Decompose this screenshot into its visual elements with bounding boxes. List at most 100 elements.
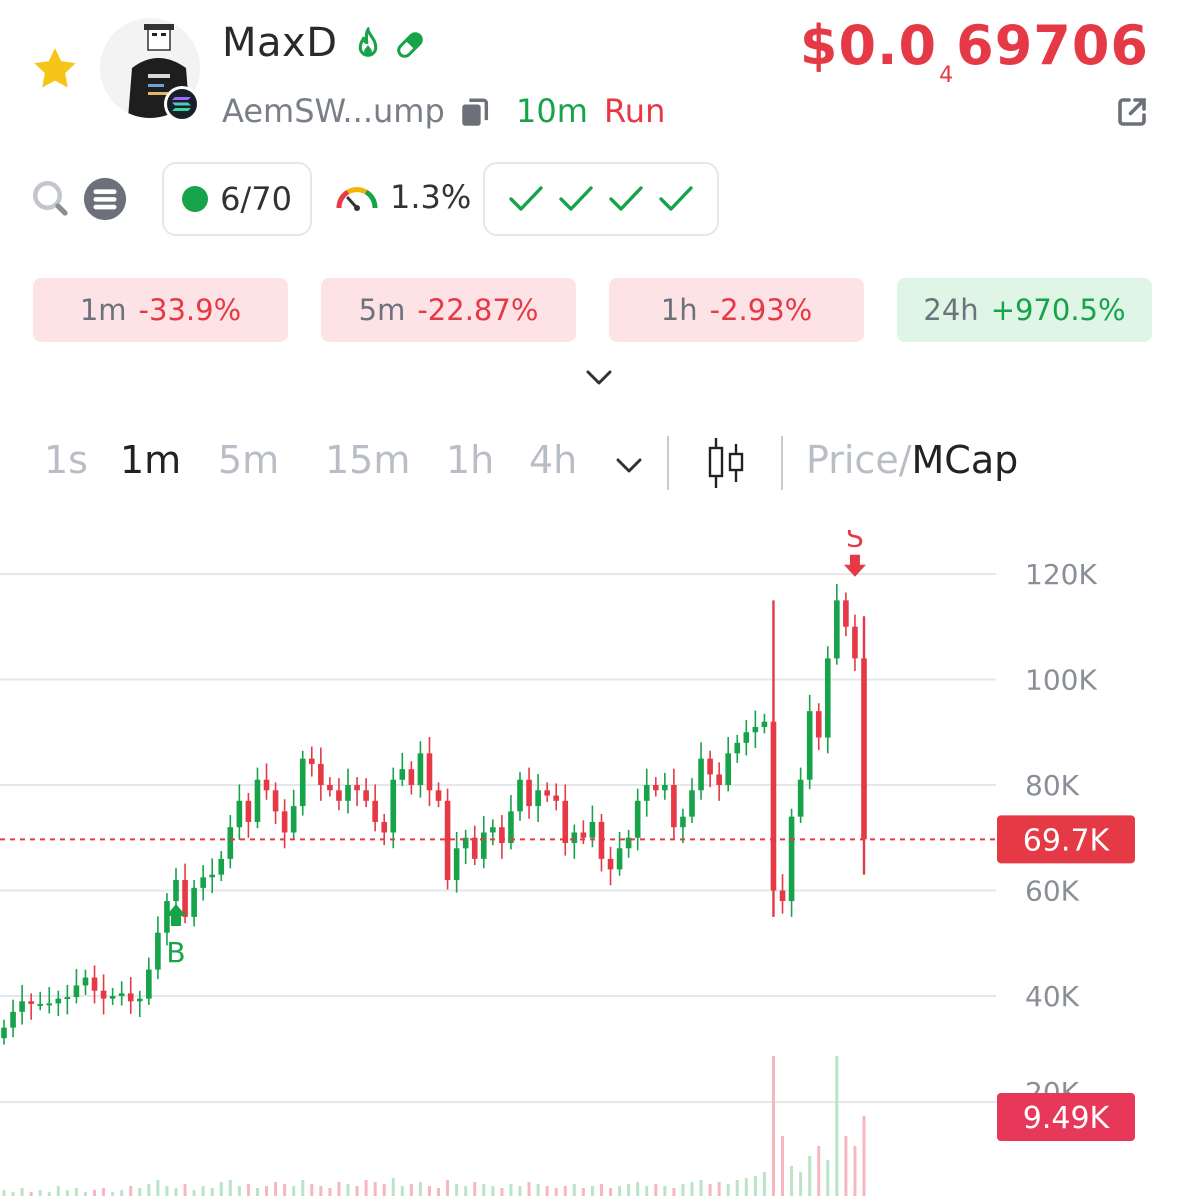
check-icon [559,186,593,211]
volume-bar [853,1146,857,1196]
candle-body [46,1003,53,1006]
toggle-separator: / [898,438,912,482]
chevron-down-icon[interactable] [584,366,614,388]
volume-bar [183,1184,187,1196]
candle-body [680,816,686,828]
volume-tag [997,1093,1135,1141]
candle-body [200,877,206,888]
volume-bar [427,1186,431,1196]
candle-body [10,1011,16,1028]
volume-bar [473,1182,477,1196]
candle-body [852,626,858,659]
volume-bar [808,1156,812,1196]
candle-body [490,827,496,833]
favorite-star-icon[interactable] [30,44,80,94]
change-chip-1h[interactable]: 1h -2.93% [609,278,864,342]
fire-icon [358,27,378,57]
volume-bar [2,1190,6,1196]
volume-bar [799,1172,803,1196]
mcap-option[interactable]: MCap [911,438,1019,482]
volume-bar [328,1188,332,1196]
volume-bar [382,1184,386,1196]
candle-body [834,600,840,659]
price-option[interactable]: Price [806,438,899,482]
copy-icon[interactable] [458,96,492,130]
volume-bar [29,1192,33,1196]
token-avatar [100,18,200,118]
y-tick-label: 40K [1025,980,1080,1013]
y-tick-label: 120K [1025,558,1097,591]
candle-body [372,800,378,822]
candle-body [589,821,596,838]
change-chip-5m[interactable]: 5m -22.87% [321,278,576,342]
candle-body [562,800,569,844]
security-checks-badge[interactable] [483,162,719,236]
holders-count: 6/70 [220,180,292,218]
volume-bar [283,1184,287,1196]
search-icon[interactable] [30,178,72,220]
timeframe-1m[interactable]: 1m [120,438,182,482]
candle-body [734,742,741,754]
pill-icon [397,32,423,58]
volume-bar [38,1190,42,1196]
candle-body [19,1001,25,1012]
candle-body [815,711,822,738]
candle-body [598,821,605,859]
external-link-icon[interactable] [1114,94,1150,130]
volume-bar [835,1056,839,1196]
candle-body [82,977,89,986]
volume-bar [609,1188,613,1196]
candle-body [788,816,795,902]
volume-bar [337,1182,341,1196]
y-tick-label: 80K [1025,769,1080,802]
token-status: Run [604,92,666,130]
candle-body [318,763,324,785]
candle-body [843,600,849,627]
timeframe-more-chevron-icon[interactable] [614,454,644,478]
volume-bar [627,1184,631,1196]
volume-bar [192,1190,196,1196]
candle-body [64,997,71,1000]
gauge-icon [336,187,378,211]
volume-bar [56,1186,60,1196]
volume-bar [726,1184,730,1196]
layers-icon[interactable] [82,176,128,222]
holders-badge[interactable]: 6/70 [162,162,312,236]
volume-bar [174,1188,178,1196]
price-mcap-toggle[interactable]: Price/MCap [806,438,1018,482]
candle-body [526,779,532,807]
candle-body [725,753,732,785]
volume-bar [156,1180,160,1196]
candle-body [824,658,831,738]
y-tick-label: 100K [1025,664,1097,697]
candle-body [698,758,704,791]
timeframe-15m[interactable]: 15m [325,438,411,482]
volume-bar [844,1136,848,1196]
check-icon [609,186,643,211]
volume-bar [165,1186,169,1196]
candle-body [571,832,578,844]
volume-bar [400,1186,404,1196]
volume-bar [572,1184,576,1196]
candle-body [227,827,234,859]
timeframe-1h[interactable]: 1h [446,438,495,482]
timeframe-1s[interactable]: 1s [44,438,88,482]
volume-bar [265,1186,269,1196]
candle-body [136,998,143,1002]
check-icon [659,186,693,211]
candle-body [435,790,442,801]
timeframe-4h[interactable]: 4h [529,438,578,482]
volume-bar [699,1180,703,1196]
volume-bar [817,1146,821,1196]
candle-body [689,790,695,817]
timeframe-5m[interactable]: 5m [218,438,280,482]
candlestick-icon[interactable] [704,436,748,490]
volume-bar [83,1192,87,1196]
volume-bar [237,1186,241,1196]
candle-body [399,769,406,780]
volume-bar [310,1184,314,1196]
change-chip-1m[interactable]: 1m -33.9% [33,278,288,342]
change-chip-24h[interactable]: 24h +970.5% [897,278,1152,342]
candle-body [381,821,388,833]
